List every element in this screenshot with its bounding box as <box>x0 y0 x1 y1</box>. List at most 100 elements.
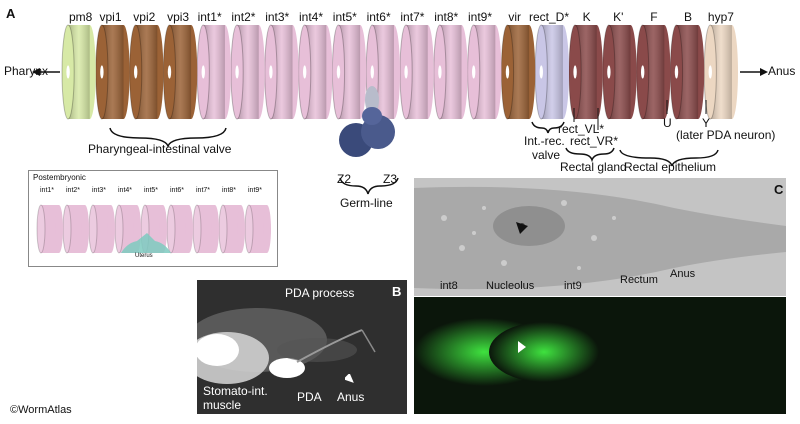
stomato-label-1: Stomato-int. <box>203 384 268 398</box>
z2-label: Z2 <box>337 172 352 186</box>
cell-rectd <box>534 24 570 120</box>
panel-c-gfp-image <box>414 297 786 414</box>
cell-label-vpi2: vpi2 <box>133 10 156 24</box>
inset-cell-label: int9* <box>248 187 263 194</box>
uterus-label: Uterus <box>135 253 153 259</box>
inset-cell-label: int7* <box>196 187 211 194</box>
pda-process-label: PDA process <box>285 286 355 300</box>
rect-vl-label: rect_VL* <box>558 122 605 136</box>
rectal-gland-label: Rectal gland <box>560 160 627 174</box>
anus-arrowhead-b <box>345 374 354 383</box>
cell-label-vpi1: vpi1 <box>99 10 122 24</box>
rectal-gland-brace <box>565 147 615 163</box>
germline-brace <box>339 177 399 195</box>
nucleolus-arrowhead <box>516 222 528 234</box>
panel-a-letter: A <box>6 6 16 21</box>
stomato-label-2: muscle <box>203 398 242 412</box>
cell-label-int5: int5* <box>332 10 357 24</box>
panel-c-gfp <box>414 297 786 414</box>
cell-f <box>636 24 671 120</box>
anus-label-b: Anus <box>337 390 365 404</box>
germline-connection <box>362 107 382 125</box>
anus-arrowhead <box>760 68 768 76</box>
later-pda-label: (later PDA neuron) <box>676 128 776 142</box>
copyright: ©WormAtlas <box>10 404 72 416</box>
cell-k <box>568 24 603 120</box>
rectal-epithelium-brace <box>619 149 719 167</box>
int8-label: int8 <box>440 280 458 292</box>
z3-label: Z3 <box>383 172 398 186</box>
cell-int8 <box>433 24 468 120</box>
cell-label-hyp7: hyp7 <box>707 10 734 24</box>
inset-cell-int7 <box>192 204 219 254</box>
cell-k <box>602 24 637 120</box>
cell-label-k: K' <box>613 10 624 24</box>
anus-label-c: Anus <box>670 268 696 280</box>
inset-title: Postembryonic <box>33 173 86 182</box>
inset-cell-label: int3* <box>92 187 107 194</box>
cell-label-int4: int4* <box>299 10 324 24</box>
inset-cell-int9 <box>244 204 271 254</box>
cell-vir <box>500 24 536 120</box>
uterus-shape <box>121 233 171 253</box>
cell-label-vir: vir <box>508 10 522 24</box>
cell-label-pm8: pm8 <box>69 10 93 24</box>
cell-vpi3 <box>162 24 198 120</box>
rectum-label: Rectum <box>620 274 658 286</box>
panel-b-image <box>197 280 407 414</box>
pharyngeal-valve-label: Pharyngeal-intestinal valve <box>88 142 232 156</box>
int-rec-valve-brace <box>531 121 565 134</box>
panel-c-dic: C int8 Nucleolus int9 Rectum Anus <box>414 178 786 296</box>
cell-diagram <box>32 24 768 195</box>
cell-int1 <box>196 24 231 120</box>
inset-cell-label: int2* <box>66 187 81 194</box>
inset-diagram <box>36 204 271 254</box>
postembryonic-inset: Postembryonic int9* int8* int7* int6* int5* i… <box>28 170 278 267</box>
u-label: U <box>663 116 672 130</box>
cell-label-int3: int3* <box>265 10 290 24</box>
germline-label: Germ-line <box>340 196 393 210</box>
cell-int5 <box>331 24 367 120</box>
cell-int9 <box>467 24 502 120</box>
cell-label-b: B <box>684 10 693 24</box>
nucleolus-label: Nucleolus <box>486 280 535 292</box>
pharynx-label: Pharynx <box>4 64 49 78</box>
cell-int3 <box>264 24 299 120</box>
pharyngeal-valve-brace <box>109 127 227 149</box>
cell-label-int8: int8* <box>434 10 459 24</box>
cell-int4 <box>298 24 333 120</box>
int-rec-valve-label-1: Int.-rec. <box>524 134 565 148</box>
cell-hyp7 <box>703 24 739 120</box>
pda-label: PDA <box>297 390 322 404</box>
anus-label-a: Anus <box>768 64 796 78</box>
cell-label-rectd: rect_D* <box>529 10 570 24</box>
int9-label: int9 <box>564 280 582 292</box>
cell-label-vpi3: vpi3 <box>167 10 190 24</box>
rect-vr-label: rect_VR* <box>570 134 619 148</box>
panel-c-dic-image <box>414 178 786 296</box>
cell-vpi1 <box>95 24 130 120</box>
inset-cell-int6 <box>166 204 193 254</box>
cell-label-int2: int2* <box>231 10 256 24</box>
inset-cell-label: int1* <box>40 187 55 194</box>
y-label: Y <box>702 116 711 130</box>
int-rec-valve-label-2: valve <box>532 148 561 162</box>
cell-label-int1: int1* <box>197 10 222 24</box>
cell-label-k: K <box>582 10 591 24</box>
inset-cell-int2 <box>62 204 89 254</box>
inset-cell-label: int5* <box>144 187 159 194</box>
inset-cell-int1 <box>36 204 63 254</box>
cell-int7 <box>399 24 434 120</box>
inset-cell-int4 <box>114 204 141 254</box>
panel-b-letter: B <box>392 284 402 299</box>
panel-c-letter: C <box>774 182 784 197</box>
pharynx-arrowhead <box>32 68 40 76</box>
inset-cell-int3 <box>88 204 115 254</box>
cell-label-int7: int7* <box>400 10 425 24</box>
cell-label-f: F <box>650 10 658 24</box>
germline-stalk <box>365 86 379 114</box>
rectal-epithelium-label: Rectal epithelium <box>624 160 717 174</box>
cell-int2 <box>230 24 265 120</box>
cell-label-int9: int9* <box>468 10 493 24</box>
cell-label-int6: int6* <box>366 10 391 24</box>
